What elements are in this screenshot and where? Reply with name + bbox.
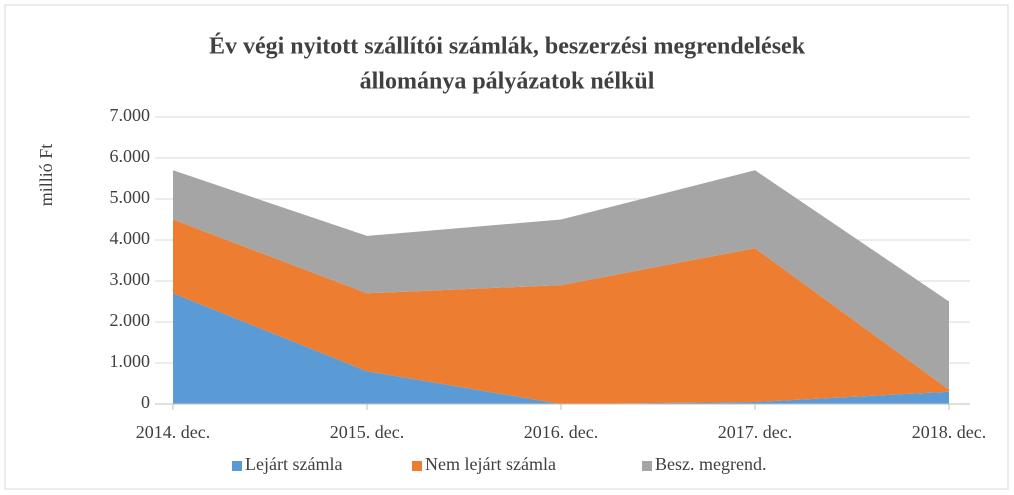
- x-tick-label: 2015. dec.: [330, 422, 404, 442]
- area: [173, 219, 949, 404]
- x-tick-label: 2018. dec.: [912, 422, 986, 442]
- y-tick-label: 1.000: [110, 351, 151, 371]
- chart-title: Év végi nyitott szállítói számlák, besze…: [209, 34, 806, 60]
- legend-label: Nem lejárt számla: [425, 454, 556, 474]
- area: [173, 170, 949, 390]
- x-tick-label: 2014. dec.: [136, 422, 210, 442]
- y-tick-label: 7.000: [110, 105, 151, 125]
- y-tick-label: 4.000: [110, 228, 151, 248]
- y-tick-label: 5.000: [110, 187, 151, 207]
- y-tick-label: 2.000: [110, 310, 151, 330]
- x-tick-label: 2016. dec.: [524, 422, 598, 442]
- legend-swatch: [232, 461, 242, 471]
- y-tick-label: 3.000: [110, 269, 151, 289]
- legend-label: Besz. megrend.: [655, 454, 766, 474]
- legend-swatch: [642, 461, 652, 471]
- area: [173, 293, 949, 404]
- y-tick-label: 6.000: [110, 146, 151, 166]
- chart-title: állománya pályázatok nélkül: [360, 69, 655, 95]
- legend-label: Lejárt számla: [245, 454, 342, 474]
- y-axis-label: millió Ft: [36, 144, 56, 207]
- x-tick-label: 2017. dec.: [718, 422, 792, 442]
- y-tick-label: 0: [141, 392, 150, 412]
- legend-swatch: [412, 461, 422, 471]
